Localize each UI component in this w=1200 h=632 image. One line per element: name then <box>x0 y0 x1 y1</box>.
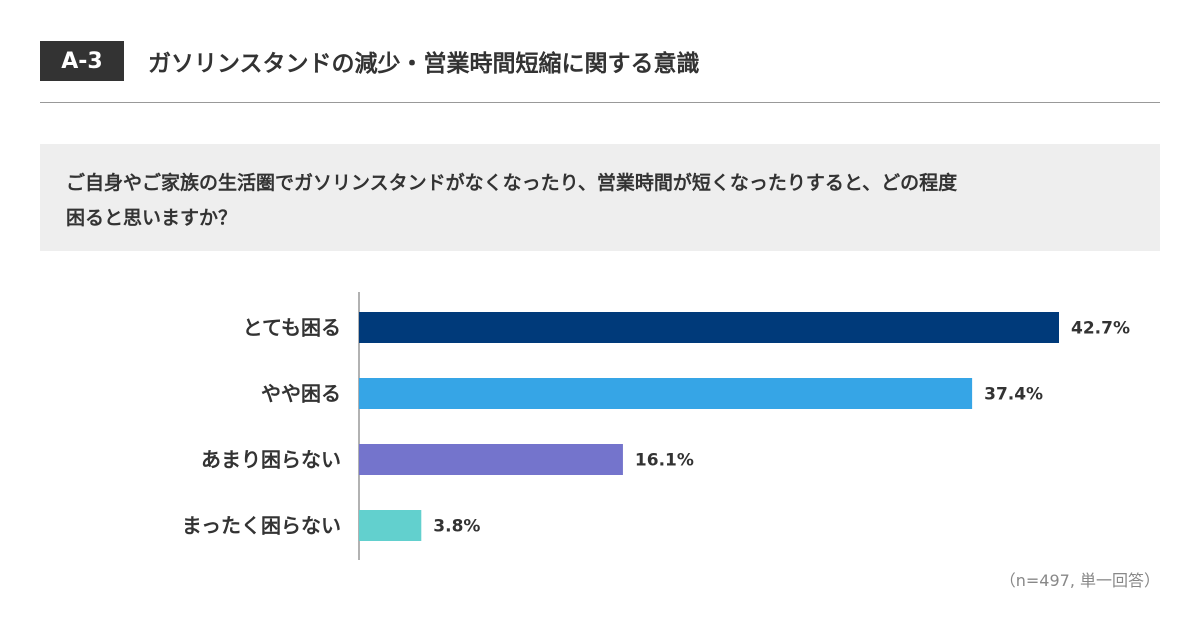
category-label: とても困る <box>243 316 341 340</box>
chart-title: ガソリンスタンドの減少・営業時間短縮に関する意識 <box>148 51 700 77</box>
category-label: やや困る <box>261 382 341 406</box>
question-line-2: 困ると思いますか？ <box>66 207 238 229</box>
data-label: 37.4% <box>984 385 1043 405</box>
question-line-1: ご自身やご家族の生活圏でガソリンスタンドがなくなったり、営業時間が短くなったりす… <box>66 172 958 194</box>
data-label: 42.7% <box>1071 319 1130 339</box>
chart-header: A-3 ガソリンスタンドの減少・営業時間短縮に関する意識 <box>40 40 700 82</box>
question-badge: A-3 <box>40 41 124 81</box>
sample-note: （n=497, 単一回答） <box>999 571 1160 590</box>
bar <box>359 510 422 541</box>
title-divider <box>40 102 1160 103</box>
bar <box>359 312 1059 343</box>
question-box: ご自身やご家族の生活圏でガソリンスタンドがなくなったり、営業時間が短くなったりす… <box>40 144 1160 251</box>
data-label: 3.8% <box>433 517 480 537</box>
data-label: 16.1% <box>635 451 694 471</box>
bar <box>359 444 623 475</box>
bar-chart: とても困る 42.7% やや困る 37.4% あまり困らない 16.1% まったく困らない 3… <box>182 292 1130 560</box>
bar <box>359 378 973 409</box>
category-label: まったく困らない <box>182 514 341 538</box>
category-label: あまり困らない <box>201 448 341 472</box>
